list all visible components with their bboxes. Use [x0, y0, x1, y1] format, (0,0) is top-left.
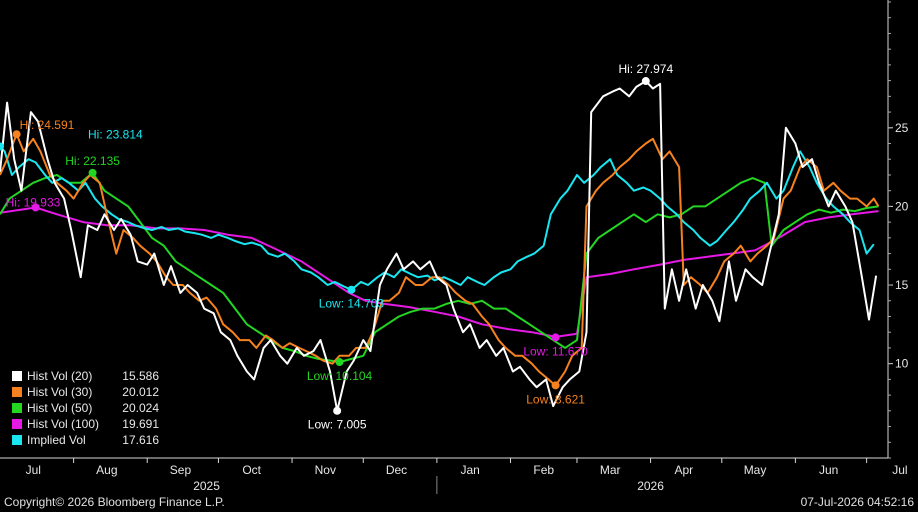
annotation-label: Hi: 24.591	[20, 118, 75, 132]
x-tick-label: Jan	[460, 463, 479, 477]
annotation-label: Hi: 19.933	[6, 195, 61, 209]
legend: Hist Vol (20) 15.586 Hist Vol (30) 20.01…	[6, 368, 162, 448]
series-line-implied-vol	[0, 145, 875, 291]
annotation-label: Hi: 23.814	[88, 127, 143, 141]
legend-value: 17.616	[122, 433, 159, 447]
legend-swatch	[12, 403, 22, 413]
x-tick-label: Jun	[819, 463, 838, 477]
x-year-label: 2026	[637, 479, 664, 493]
x-tick-label: Mar	[600, 463, 621, 477]
legend-item-hist-vol-20[interactable]: Hist Vol (20) 15.586	[6, 368, 162, 384]
legend-label: Hist Vol (50)	[27, 401, 93, 415]
legend-label: Implied Vol	[27, 433, 86, 447]
legend-item-hist-vol-50[interactable]: Hist Vol (50) 20.024	[6, 400, 162, 416]
annotation-label: Hi: 22.135	[65, 154, 120, 168]
annotation-label: Low: 7.005	[308, 418, 367, 432]
annotation-marker	[88, 168, 97, 177]
plot-area	[0, 80, 880, 412]
annotation-marker	[0, 142, 4, 151]
legend-swatch	[12, 435, 22, 445]
annotation-marker	[551, 333, 560, 342]
annotation-marker	[347, 285, 356, 294]
series-line-hist-vol-50-	[0, 171, 879, 364]
x-tick-label: Nov	[315, 463, 336, 477]
annotation-marker	[641, 77, 650, 86]
legend-swatch	[12, 371, 22, 381]
legend-label: Hist Vol (20)	[27, 369, 93, 383]
y-tick-label: 25	[895, 121, 909, 135]
x-tick-label: Feb	[533, 463, 554, 477]
x-tick-label: Jul	[26, 463, 41, 477]
x-year-label: 2025	[193, 479, 220, 493]
x-tick-label: May	[744, 463, 767, 477]
x-tick-label: Dec	[386, 463, 407, 477]
annotation-marker	[551, 381, 560, 390]
legend-label: Hist Vol (100)	[27, 417, 100, 431]
annotation-label: Low: 8.621	[526, 392, 585, 406]
legend-swatch	[12, 387, 22, 397]
x-tick-label: Oct	[242, 463, 261, 477]
legend-item-hist-vol-30[interactable]: Hist Vol (30) 20.012	[6, 384, 162, 400]
series-line-hist-vol-100-	[0, 206, 879, 338]
legend-value: 19.691	[122, 417, 159, 431]
y-tick-label: 15	[895, 278, 909, 292]
legend-item-hist-vol-100[interactable]: Hist Vol (100) 19.691	[6, 416, 162, 432]
timestamp-text: 07-Jul-2026 04:52:16	[800, 495, 914, 509]
series-line-hist-vol-20-	[0, 80, 878, 412]
legend-swatch	[12, 419, 22, 429]
legend-label: Hist Vol (30)	[27, 385, 93, 399]
x-tick-label: Apr	[674, 463, 693, 477]
x-tick-label: Jul	[892, 463, 907, 477]
annotation-marker	[333, 406, 342, 415]
annotation-marker	[335, 358, 344, 367]
annotation-label: Low: 14.703	[319, 297, 385, 311]
annotation-marker	[31, 203, 40, 212]
legend-value: 20.024	[122, 401, 159, 415]
y-tick-label: 20	[895, 199, 909, 213]
x-tick-label: Sep	[170, 463, 192, 477]
legend-value: 15.586	[122, 369, 159, 383]
legend-item-implied-vol[interactable]: Implied Vol 17.616	[6, 432, 162, 448]
copyright-text: Copyright© 2026 Bloomberg Finance L.P.	[4, 495, 225, 509]
annotation-label: Low: 10.104	[307, 369, 373, 383]
annotation-marker	[12, 130, 21, 139]
legend-value: 20.012	[122, 385, 159, 399]
x-tick-label: Aug	[96, 463, 117, 477]
annotation-label: Hi: 27.974	[618, 62, 673, 76]
annotation-label: Low: 11.670	[523, 344, 588, 358]
y-tick-label: 10	[895, 357, 909, 371]
series-line-hist-vol-30-	[0, 133, 880, 387]
annotations: Hi: 27.974 Low: 7.005 Hi: 24.591 Low: 8.621…	[0, 62, 673, 432]
